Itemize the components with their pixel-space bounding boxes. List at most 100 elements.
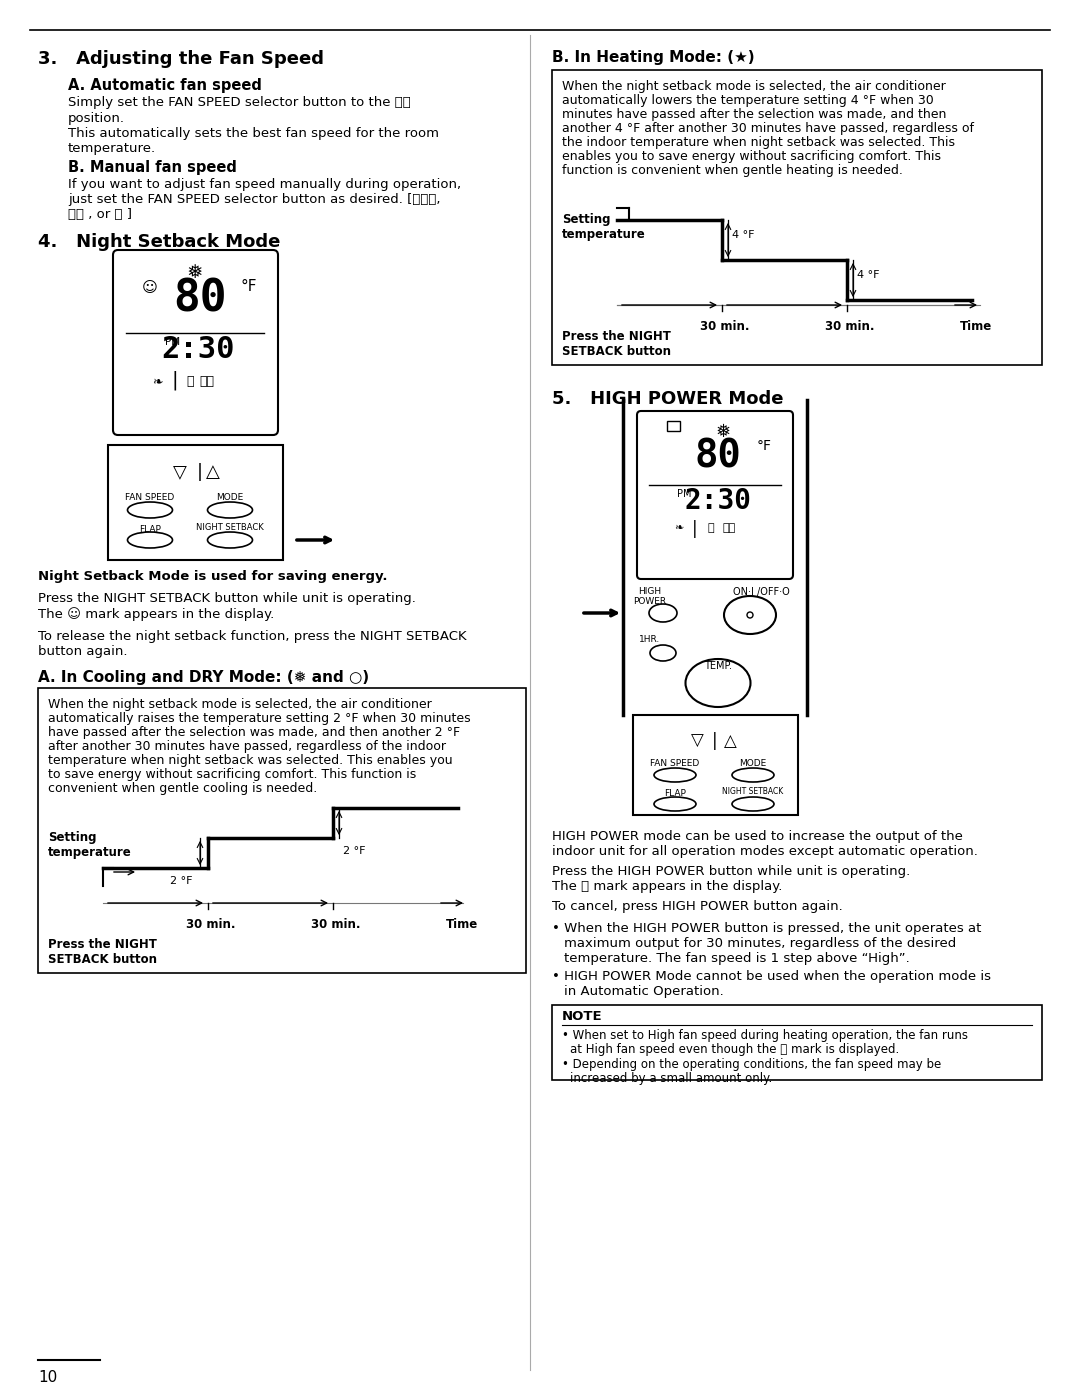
Text: ⓐ: ⓐ (707, 522, 714, 534)
Text: • When the HIGH POWER button is pressed, the unit operates at: • When the HIGH POWER button is pressed,… (552, 922, 982, 935)
Ellipse shape (127, 532, 173, 548)
Text: 30 min.: 30 min. (186, 918, 235, 930)
Ellipse shape (732, 768, 774, 782)
Bar (552, 1004, 1042, 1080)
Text: at High fan speed even though the ⦿ mark is displayed.: at High fan speed even though the ⦿ mark… (570, 1044, 900, 1056)
Text: HIGH POWER mode can be used to increase the output of the: HIGH POWER mode can be used to increase … (552, 830, 963, 842)
Text: 80: 80 (173, 277, 227, 320)
Text: • When set to High fan speed during heating operation, the fan runs: • When set to High fan speed during heat… (562, 1030, 968, 1042)
Text: The ⦿ mark appears in the display.: The ⦿ mark appears in the display. (552, 880, 782, 893)
Text: B. Manual fan speed: B. Manual fan speed (68, 161, 237, 175)
Text: • HIGH POWER Mode cannot be used when the operation mode is: • HIGH POWER Mode cannot be used when th… (552, 970, 991, 983)
Text: enables you to save energy without sacrificing comfort. This: enables you to save energy without sacri… (562, 149, 941, 163)
Ellipse shape (654, 768, 696, 782)
Text: NIGHT SETBACK: NIGHT SETBACK (197, 522, 264, 532)
Text: temperature. The fan speed is 1 step above “High”.: temperature. The fan speed is 1 step abo… (564, 951, 909, 965)
Text: A. In Cooling and DRY Mode: (❅ and ○): A. In Cooling and DRY Mode: (❅ and ○) (38, 671, 369, 685)
Text: ❧: ❧ (674, 522, 684, 534)
Text: 4.   Night Setback Mode: 4. Night Setback Mode (38, 233, 281, 251)
Text: Press the NIGHT: Press the NIGHT (48, 937, 157, 951)
Ellipse shape (654, 798, 696, 812)
Text: If you want to adjust fan speed manually during operation,: If you want to adjust fan speed manually… (68, 177, 461, 191)
Text: |: | (692, 520, 698, 538)
Text: When the night setback mode is selected, the air conditioner: When the night setback mode is selected,… (562, 80, 946, 94)
Text: 5.   HIGH POWER Mode: 5. HIGH POWER Mode (552, 390, 783, 408)
Ellipse shape (724, 597, 777, 634)
Text: FLAP: FLAP (139, 525, 161, 534)
Text: ON·I /OFF·O: ON·I /OFF·O (733, 587, 789, 597)
Ellipse shape (649, 604, 677, 622)
Text: convenient when gentle cooling is needed.: convenient when gentle cooling is needed… (48, 782, 318, 795)
Bar (552, 70, 1042, 365)
Text: 30 min.: 30 min. (311, 918, 361, 930)
Text: HIGH: HIGH (638, 587, 662, 597)
Text: another 4 °F after another 30 minutes have passed, regardless of: another 4 °F after another 30 minutes ha… (562, 122, 974, 136)
Text: FAN SPEED: FAN SPEED (125, 493, 175, 502)
Text: Press the NIGHT SETBACK button while unit is operating.: Press the NIGHT SETBACK button while uni… (38, 592, 416, 605)
Bar (108, 446, 283, 560)
Text: indoor unit for all operation modes except automatic operation.: indoor unit for all operation modes exce… (552, 845, 977, 858)
Text: ▽: ▽ (173, 462, 187, 481)
Text: The ☺ mark appears in the display.: The ☺ mark appears in the display. (38, 608, 274, 620)
Text: position.: position. (68, 112, 125, 124)
Text: 4 °F: 4 °F (732, 231, 755, 240)
Text: 2 °F: 2 °F (343, 847, 365, 856)
Text: ⓐ: ⓐ (186, 374, 193, 388)
FancyBboxPatch shape (637, 411, 793, 578)
Text: MODE: MODE (216, 493, 244, 502)
Text: automatically lowers the temperature setting 4 °F when 30: automatically lowers the temperature set… (562, 94, 934, 108)
Text: Setting: Setting (562, 212, 610, 226)
Text: have passed after the selection was made, and then another 2 °F: have passed after the selection was made… (48, 726, 460, 739)
Text: just set the FAN SPEED selector button as desired. [⦿⦿⦿,: just set the FAN SPEED selector button a… (68, 193, 441, 205)
Text: PM: PM (165, 337, 180, 346)
Text: ❅: ❅ (715, 423, 730, 441)
Text: NIGHT SETBACK: NIGHT SETBACK (723, 787, 784, 796)
Text: △: △ (724, 732, 737, 750)
Text: ❅: ❅ (187, 263, 203, 282)
Text: ⦿⦿ , or ⦿ ]: ⦿⦿ , or ⦿ ] (68, 208, 132, 221)
Text: after another 30 minutes have passed, regardless of the indoor: after another 30 minutes have passed, re… (48, 740, 446, 753)
Text: Night Setback Mode is used for saving energy.: Night Setback Mode is used for saving en… (38, 570, 388, 583)
Text: FAN SPEED: FAN SPEED (650, 759, 700, 768)
Ellipse shape (650, 645, 676, 661)
Text: minutes have passed after the selection was made, and then: minutes have passed after the selection … (562, 108, 946, 122)
Text: To release the night setback function, press the NIGHT SETBACK: To release the night setback function, p… (38, 630, 467, 643)
Text: 10: 10 (38, 1370, 57, 1384)
Text: B. In Heating Mode: (★): B. In Heating Mode: (★) (552, 50, 755, 66)
Text: 30 min.: 30 min. (700, 320, 750, 332)
Text: MODE: MODE (740, 759, 767, 768)
Text: Time: Time (960, 320, 993, 332)
Text: PM: PM (677, 489, 691, 499)
Text: temperature when night setback was selected. This enables you: temperature when night setback was selec… (48, 754, 453, 767)
Text: A. Automatic fan speed: A. Automatic fan speed (68, 78, 261, 94)
Text: 2 °F: 2 °F (170, 876, 192, 886)
Ellipse shape (207, 532, 253, 548)
Text: 2:30: 2:30 (685, 488, 752, 515)
Text: to save energy without sacrificing comfort. This function is: to save energy without sacrificing comfo… (48, 768, 416, 781)
Text: button again.: button again. (38, 645, 127, 658)
Ellipse shape (207, 502, 253, 518)
Text: • Depending on the operating conditions, the fan speed may be: • Depending on the operating conditions,… (562, 1058, 942, 1071)
Text: To cancel, press HIGH POWER button again.: To cancel, press HIGH POWER button again… (552, 900, 842, 914)
Text: increased by a small amount only.: increased by a small amount only. (570, 1071, 772, 1085)
Text: |: | (712, 732, 718, 750)
Text: temperature: temperature (562, 228, 646, 242)
Circle shape (747, 612, 753, 617)
Text: 3.   Adjusting the Fan Speed: 3. Adjusting the Fan Speed (38, 50, 324, 68)
Text: When the night setback mode is selected, the air conditioner: When the night setback mode is selected,… (48, 698, 432, 711)
Text: TEMP.: TEMP. (704, 661, 732, 671)
Text: maximum output for 30 minutes, regardless of the desired: maximum output for 30 minutes, regardles… (564, 937, 956, 950)
Text: Setting: Setting (48, 831, 96, 844)
Text: 2:30: 2:30 (161, 335, 234, 365)
Text: NOTE: NOTE (562, 1010, 603, 1023)
Text: Simply set the FAN SPEED selector button to the ⓐ⦿: Simply set the FAN SPEED selector button… (68, 96, 410, 109)
Text: ⦿⦿: ⦿⦿ (200, 374, 215, 388)
Bar (633, 715, 798, 814)
Bar (38, 687, 526, 972)
Text: temperature.: temperature. (68, 142, 157, 155)
Ellipse shape (127, 502, 173, 518)
Text: ⦿⦿: ⦿⦿ (723, 522, 735, 534)
Text: △: △ (206, 462, 220, 481)
Text: |: | (172, 372, 178, 391)
Text: 1HR.: 1HR. (639, 636, 661, 644)
